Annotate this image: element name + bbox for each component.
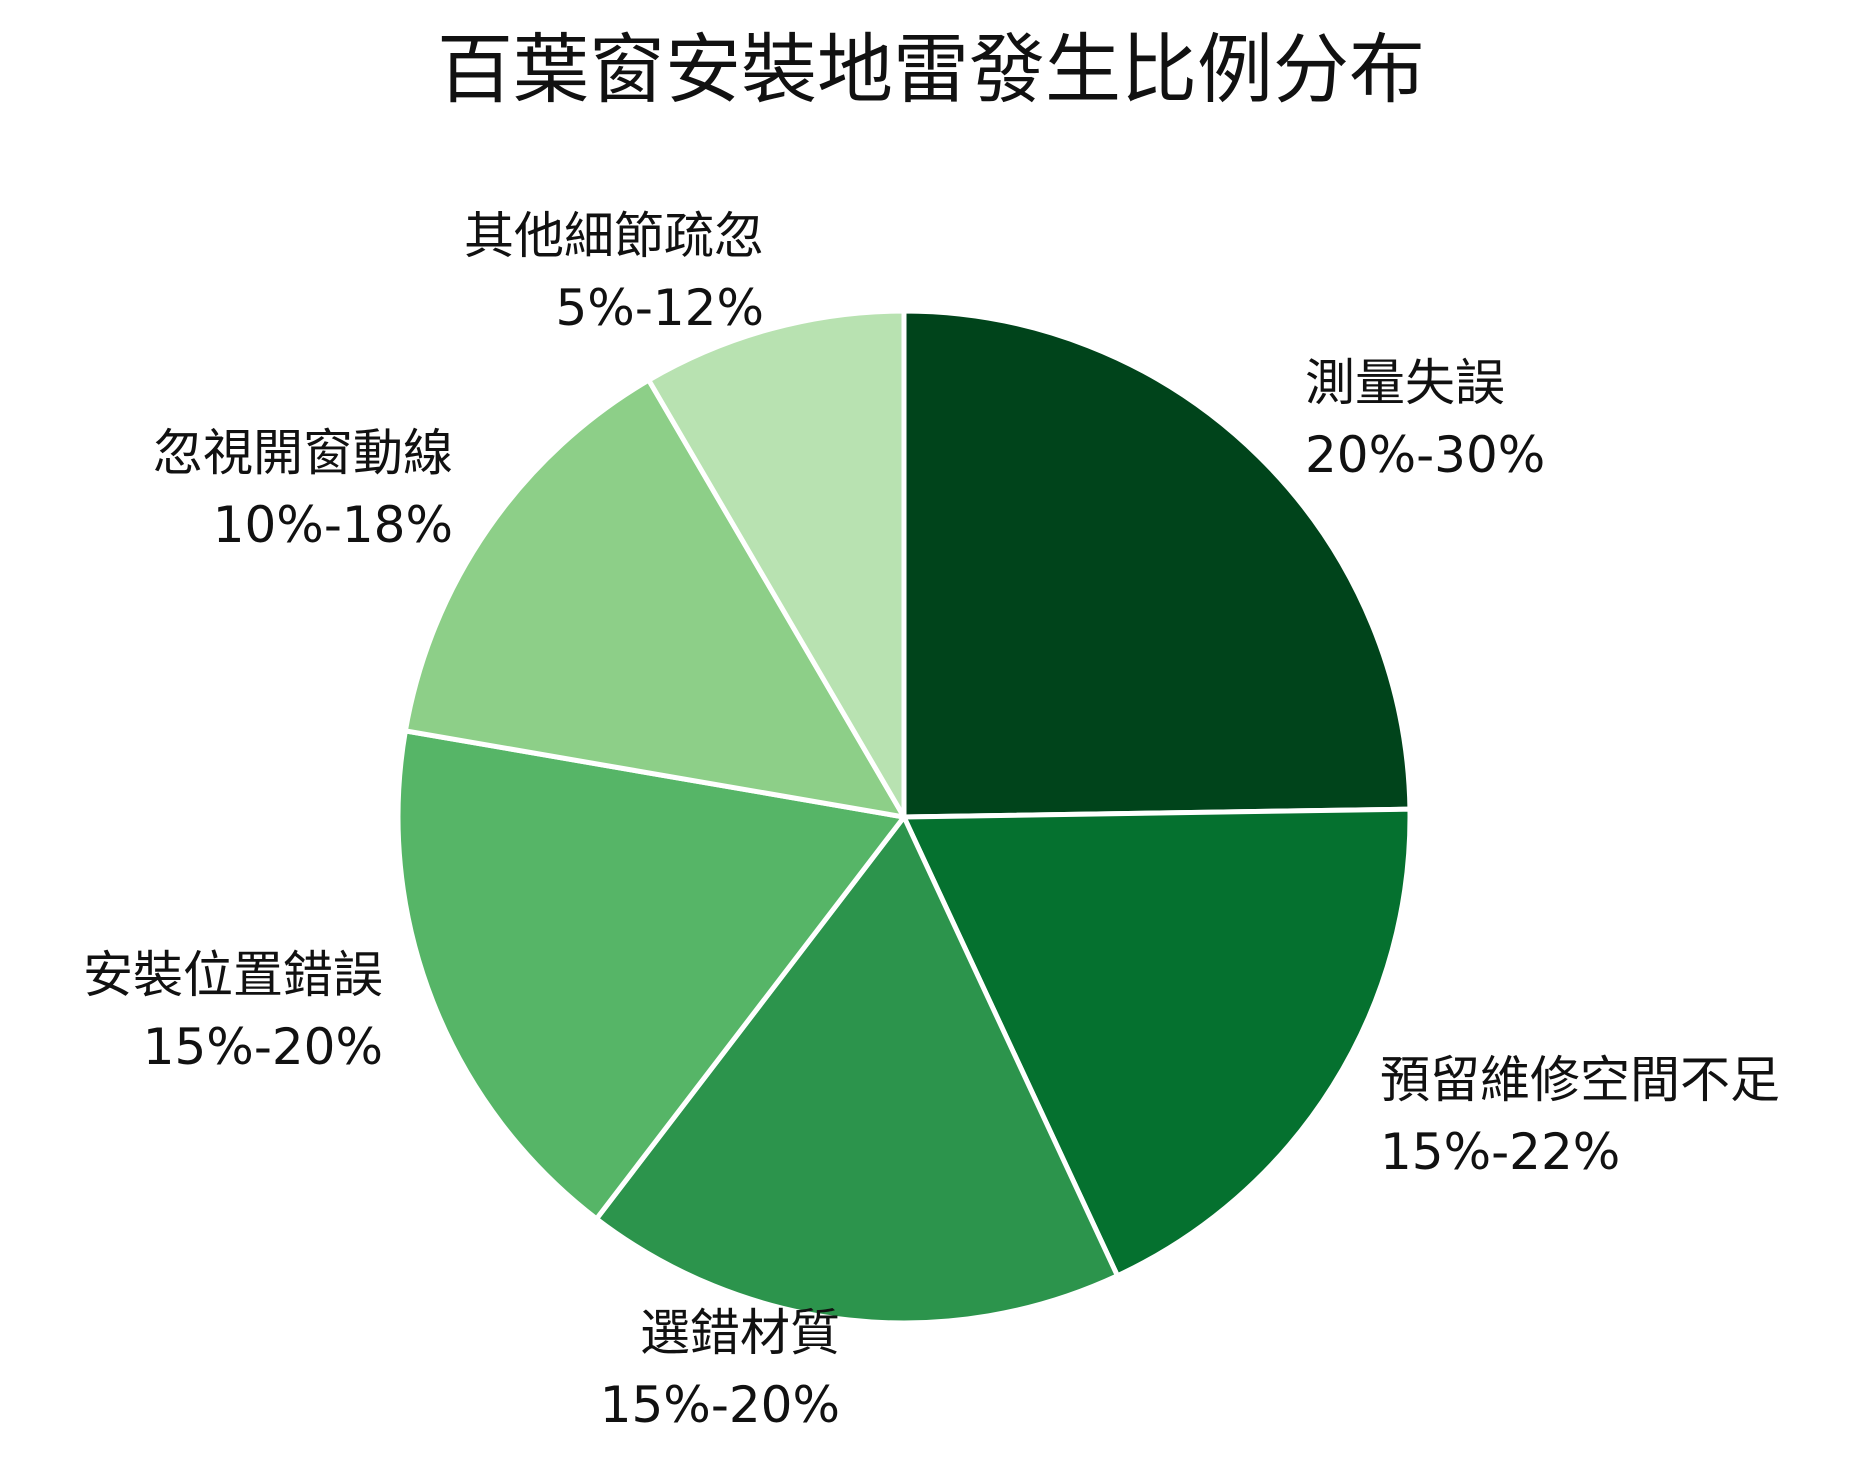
slice-range-3: 15%-20% [143, 1018, 383, 1076]
pie-slices [395, 308, 1413, 1326]
slice-label-0: 測量失誤 [1305, 354, 1505, 412]
chart-title: 百葉窗安裝地雷發生比例分布 [437, 25, 1425, 114]
slice-label-4: 忽視開窗動線 [153, 424, 453, 482]
pie-slice-5 [646, 308, 907, 820]
pie-slice-3 [395, 728, 907, 1222]
slice-range-2: 15%-20% [600, 1376, 840, 1434]
slice-range-5: 5%-12% [556, 279, 765, 337]
pie-labels: 測量失誤 20%-30% 預留維修空間不足 15%-22% 選錯材質 15%-20% 安裝位… [83, 207, 1780, 1434]
slice-range-0: 20%-30% [1305, 426, 1545, 484]
slice-label-5: 其他細節疏忽 [464, 207, 764, 265]
pie-slice-2 [593, 814, 1120, 1326]
slice-label-3: 安裝位置錯誤 [83, 946, 383, 1004]
pie-slice-0 [901, 308, 1413, 820]
pie-slice-1 [901, 806, 1413, 1279]
slice-range-1: 15%-22% [1380, 1123, 1620, 1181]
pie-slice-4 [402, 377, 907, 820]
slice-range-4: 10%-18% [213, 496, 453, 554]
slice-label-1: 預留維修空間不足 [1380, 1051, 1780, 1109]
slice-label-2: 選錯材質 [640, 1304, 840, 1362]
